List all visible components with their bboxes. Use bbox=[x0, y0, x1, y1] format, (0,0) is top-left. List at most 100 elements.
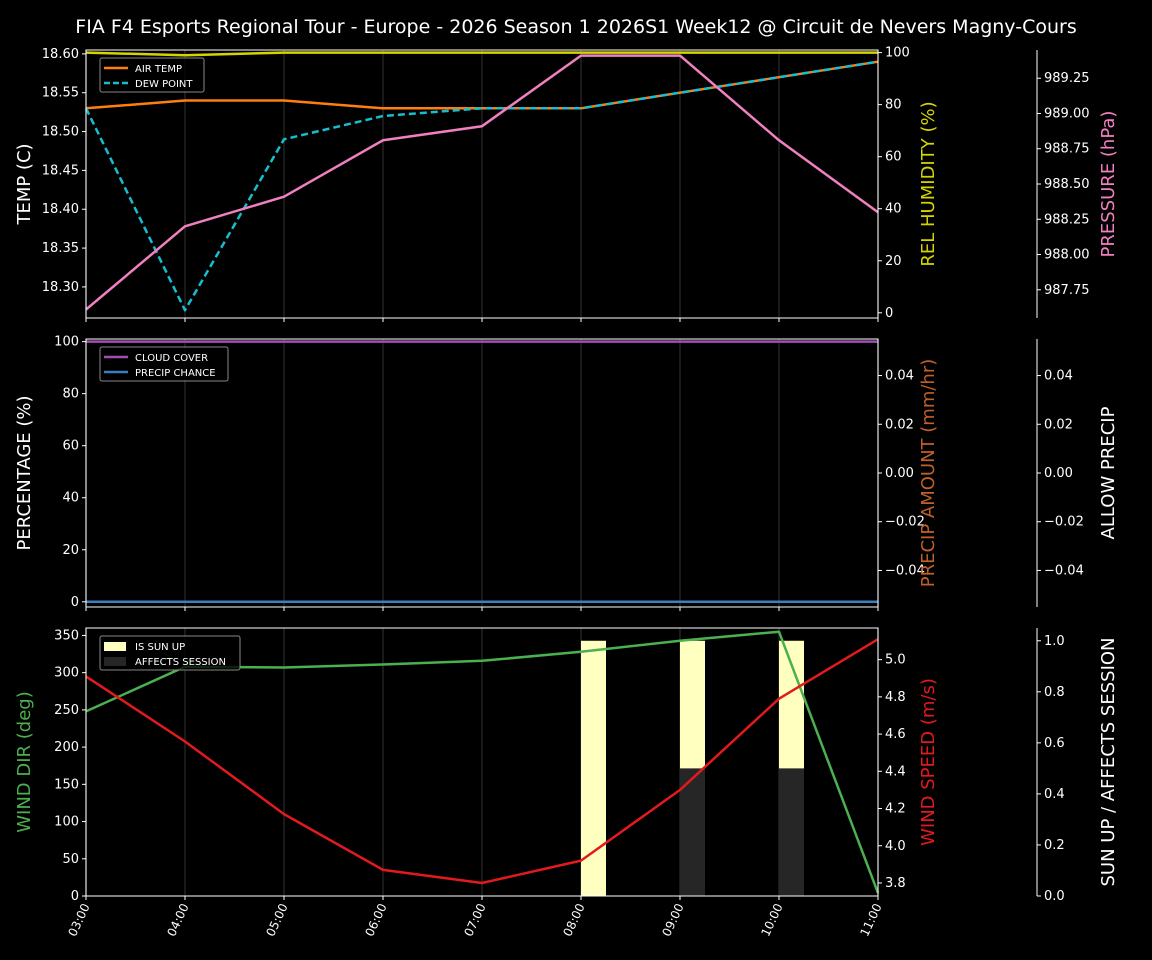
y-tick-label: 18.50 bbox=[42, 125, 79, 140]
y3-tick-label: 0.02 bbox=[1044, 417, 1073, 432]
y2-tick-label: 40 bbox=[885, 202, 902, 217]
series-wind-speed bbox=[85, 638, 879, 885]
y3-tick-label: 0.04 bbox=[1044, 369, 1073, 384]
legend-label: IS SUN UP bbox=[135, 642, 185, 653]
y-tick-label: 20 bbox=[62, 543, 79, 558]
y3-tick-label: 1.0 bbox=[1044, 634, 1065, 649]
series-air-temp bbox=[85, 60, 879, 110]
y3-tick-label: 988.25 bbox=[1044, 212, 1090, 227]
y2-tick-label: 4.6 bbox=[885, 727, 906, 742]
y-tick-label: 18.60 bbox=[42, 47, 79, 62]
x-tick-label: 08:00 bbox=[560, 901, 587, 938]
y2-tick-label: 20 bbox=[885, 254, 902, 269]
y3-tick-label: 988.50 bbox=[1044, 177, 1090, 192]
legend-swatch bbox=[104, 657, 126, 666]
y-tick-label: 80 bbox=[62, 387, 79, 402]
y3-tick-label: 987.75 bbox=[1044, 283, 1090, 298]
x-tick-label: 09:00 bbox=[659, 901, 686, 938]
y2-tick-label: 4.8 bbox=[885, 690, 906, 705]
x-tick-label: 11:00 bbox=[857, 901, 884, 938]
y2-tick-label: 4.2 bbox=[885, 802, 906, 817]
y-tick-label: 100 bbox=[54, 335, 79, 350]
panel-temperature-humidity-pressure: 18.30 18.35 18.40 18.45 18.50 18.55 18.60 0 20 40… bbox=[14, 46, 1119, 322]
y-tick-label: 40 bbox=[62, 491, 79, 506]
x-tick-label: 03:00 bbox=[65, 901, 92, 938]
legend-box bbox=[99, 635, 241, 671]
y-tick-label: 250 bbox=[54, 703, 79, 718]
y2-tick-label: 100 bbox=[885, 46, 910, 61]
y3-axis-label: PRESSURE (hPa) bbox=[1098, 111, 1119, 258]
y-tick-label: 0 bbox=[71, 595, 79, 610]
legend: AIR TEMP DEW POINT bbox=[99, 57, 205, 93]
panel-wind-sun: 0 50 100 150 200 250 300 350 3.8 4.0 4.2 4.4 4.6 4.8 5… bbox=[14, 627, 1119, 939]
y2-axis-label: REL HUMIDITY (%) bbox=[918, 101, 939, 266]
y2-tick-label: 80 bbox=[885, 98, 902, 113]
y3-tick-label: 0.6 bbox=[1044, 736, 1065, 751]
y2-tick-label: 0.00 bbox=[885, 466, 914, 481]
series-dew-point bbox=[84, 60, 879, 312]
y-tick-label: 50 bbox=[62, 852, 79, 867]
y3-axis-label: SUN UP / AFFECTS SESSION bbox=[1098, 637, 1119, 886]
y-tick-label: 60 bbox=[62, 439, 79, 454]
y3-tick-label: 0.2 bbox=[1044, 838, 1065, 853]
y2-tick-label: 0.02 bbox=[885, 417, 914, 432]
y-tick-label: 18.55 bbox=[42, 86, 79, 101]
y2-tick-label: 60 bbox=[885, 150, 902, 165]
y3-tick-label: −0.04 bbox=[1044, 563, 1084, 578]
y2-tick-label: 5.0 bbox=[885, 653, 906, 668]
y-axis-label: TEMP (C) bbox=[14, 143, 35, 225]
y3-tick-label: 988.75 bbox=[1044, 142, 1090, 157]
y3-tick-label: −0.02 bbox=[1044, 515, 1084, 530]
legend: IS SUN UP AFFECTS SESSION bbox=[99, 635, 241, 671]
y-tick-label: 18.30 bbox=[42, 280, 79, 295]
y2-axis-label: PRECIP AMOUNT (mm/hr) bbox=[918, 359, 939, 588]
y2-tick-label: −0.02 bbox=[885, 515, 925, 530]
x-tick-label: 06:00 bbox=[362, 901, 389, 938]
legend-label: PRECIP CHANCE bbox=[135, 368, 216, 379]
x-tick-label: 10:00 bbox=[758, 901, 785, 938]
y3-tick-label: 989.00 bbox=[1044, 106, 1090, 121]
y-tick-label: 18.45 bbox=[42, 163, 79, 178]
y3-axis-label: ALLOW PRECIP bbox=[1098, 406, 1119, 539]
y-axis-label: PERCENTAGE (%) bbox=[14, 395, 35, 550]
y2-tick-label: 3.8 bbox=[885, 876, 906, 891]
y3-tick-label: 989.25 bbox=[1044, 71, 1090, 86]
legend: CLOUD COVER PRECIP CHANCE bbox=[99, 346, 229, 382]
y2-tick-label: 0.04 bbox=[885, 369, 914, 384]
y3-tick-label: 988.00 bbox=[1044, 248, 1090, 263]
y3-tick-label: 0.8 bbox=[1044, 685, 1065, 700]
y-tick-label: 0 bbox=[71, 889, 79, 904]
y-tick-label: 200 bbox=[54, 740, 79, 755]
y3-tick-label: 0.0 bbox=[1044, 889, 1065, 904]
y2-axis-label: WIND SPEED (m/s) bbox=[918, 678, 939, 846]
y-tick-label: 300 bbox=[54, 666, 79, 681]
y-tick-label: 18.35 bbox=[42, 241, 79, 256]
y-tick-label: 150 bbox=[54, 777, 79, 792]
bar-affects-session bbox=[779, 768, 804, 896]
x-tick-label: 05:00 bbox=[263, 901, 290, 938]
y-axis-label: WIND DIR (deg) bbox=[14, 691, 35, 833]
legend-label: CLOUD COVER bbox=[135, 353, 208, 364]
x-tick-label: 04:00 bbox=[164, 901, 191, 938]
legend-label: AFFECTS SESSION bbox=[135, 657, 226, 668]
legend-box bbox=[99, 346, 229, 382]
y-tick-label: 100 bbox=[54, 815, 79, 830]
y2-tick-label: 4.0 bbox=[885, 839, 906, 854]
y3-tick-label: 0.00 bbox=[1044, 466, 1073, 481]
legend-swatch bbox=[104, 642, 126, 651]
panel-cloud-precip: 0 20 40 60 80 100 −0.04 −0.02 0.00 0.02 0.04 −0.04 −… bbox=[14, 335, 1119, 611]
legend-label: DEW POINT bbox=[135, 79, 193, 90]
y2-tick-label: −0.04 bbox=[885, 563, 925, 578]
y2-tick-label: 4.4 bbox=[885, 764, 906, 779]
y3-tick-label: 0.4 bbox=[1044, 787, 1065, 802]
y2-tick-label: 0 bbox=[885, 306, 893, 321]
y-tick-label: 18.40 bbox=[42, 202, 79, 217]
series-pressure bbox=[85, 54, 879, 311]
x-tick-label: 07:00 bbox=[461, 901, 488, 938]
legend-label: AIR TEMP bbox=[135, 64, 182, 75]
bar-is-sun-up bbox=[581, 640, 606, 896]
bar-affects-session bbox=[680, 768, 705, 896]
chart-title: FIA F4 Esports Regional Tour - Europe - … bbox=[75, 16, 1077, 38]
series-rel-humidity bbox=[85, 51, 878, 57]
